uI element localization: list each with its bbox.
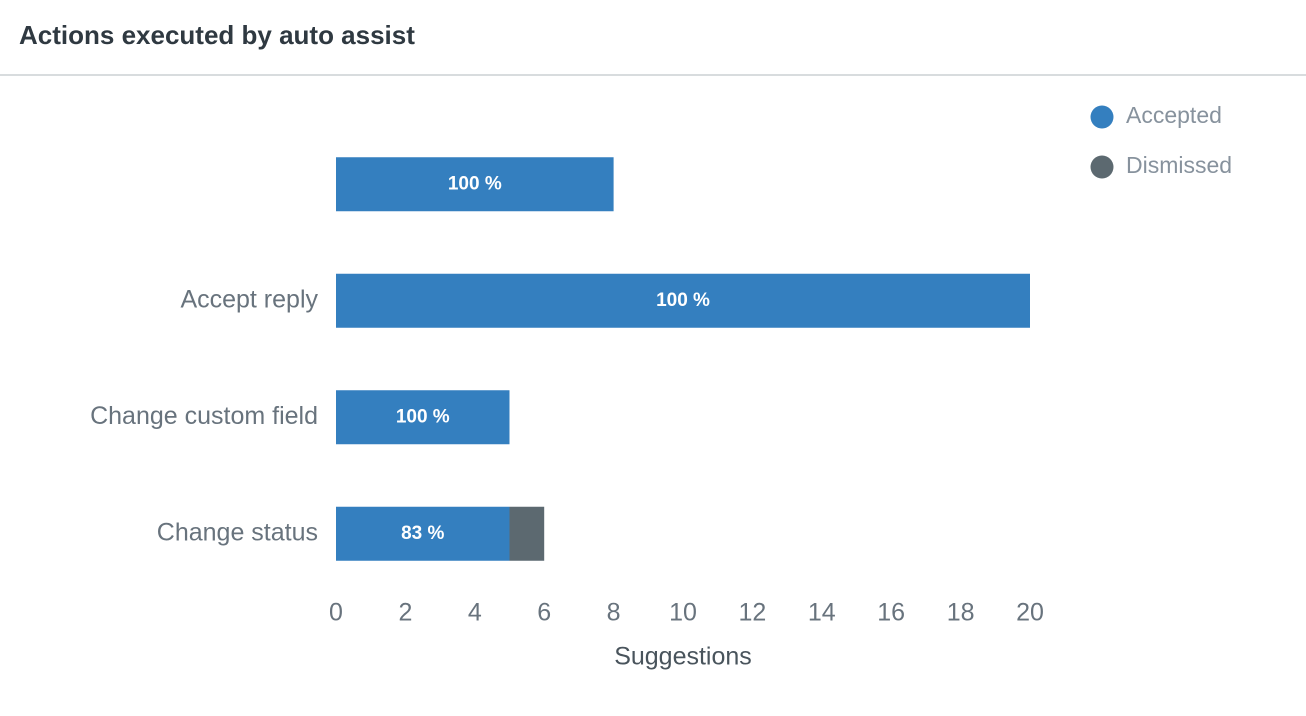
x-tick-label: 20 — [1016, 599, 1044, 627]
legend-label: Dismissed — [1126, 152, 1232, 178]
legend-swatch — [1090, 155, 1114, 179]
x-tick-label: 4 — [468, 599, 482, 627]
x-tick-label: 14 — [808, 599, 836, 627]
x-tick-label: 10 — [669, 599, 697, 627]
card-title: Actions executed by auto assist — [19, 20, 415, 50]
bar-label: 100 % — [656, 290, 710, 311]
x-tick-label: 2 — [398, 599, 412, 627]
y-tick-label: Change custom field — [90, 402, 318, 430]
legend-label: Accepted — [1126, 102, 1222, 128]
x-tick-label: 12 — [738, 599, 766, 627]
x-tick-label: 8 — [607, 599, 621, 627]
x-axis-label: Suggestions — [614, 643, 752, 671]
bar-label: 83 % — [401, 523, 444, 544]
y-tick-label: Change status — [157, 518, 318, 546]
bar-segment — [336, 506, 510, 561]
y-tick-label: Accept reply — [180, 285, 318, 313]
x-tick-label: 18 — [947, 599, 975, 627]
x-tick-label: 6 — [537, 599, 551, 627]
x-tick-label: 16 — [877, 599, 905, 627]
bar-segment — [336, 157, 614, 212]
bar-label: 100 % — [448, 173, 502, 194]
bar-label: 100 % — [396, 406, 450, 427]
bar-segment — [509, 506, 545, 561]
x-tick-label: 0 — [329, 599, 343, 627]
legend-swatch — [1090, 105, 1114, 129]
bar-segment — [336, 390, 510, 445]
bar-segment — [336, 273, 1030, 328]
